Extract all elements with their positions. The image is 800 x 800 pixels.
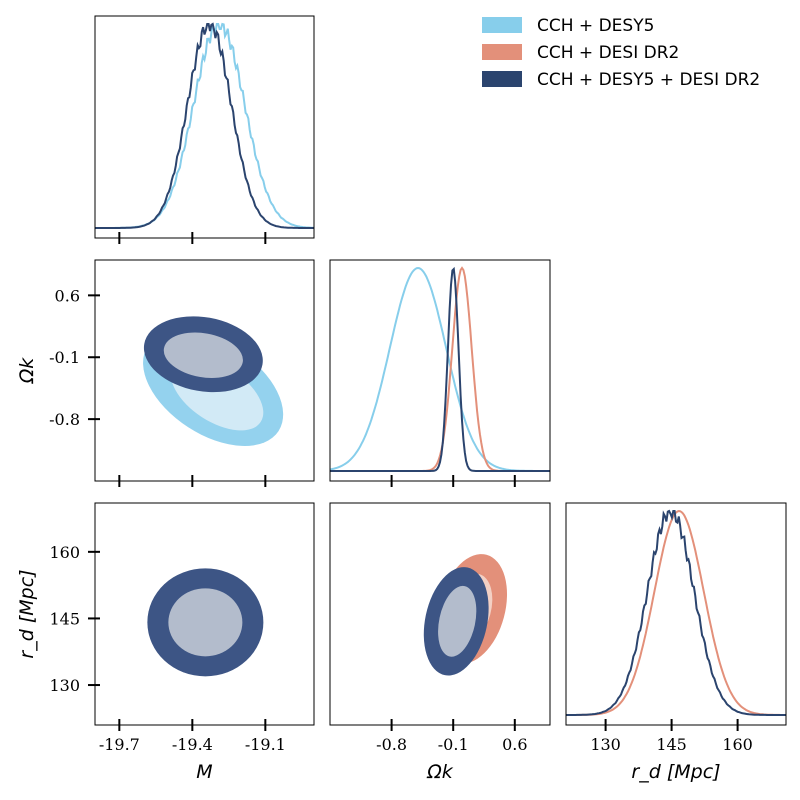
curve-combined-omegak bbox=[330, 266, 550, 472]
legend-label-1: CCH + DESI DR2 bbox=[537, 43, 679, 63]
xlabel-omegak: Ωk bbox=[426, 761, 454, 783]
axis-ticks bbox=[88, 232, 739, 731]
m-tick-label-1: -19.4 bbox=[172, 735, 213, 754]
curve-cch-desy5-m bbox=[95, 22, 315, 229]
omegak-xtick-label-0: -0.8 bbox=[376, 735, 407, 754]
rd-ytick-label-2: 160 bbox=[49, 543, 80, 562]
omegak-xtick-label-2: 0.6 bbox=[502, 735, 527, 754]
rd-ytick-label-1: 145 bbox=[49, 609, 80, 628]
panel-frame-r2-c0 bbox=[94, 502, 315, 726]
contour-inner-combined-omegak-rd bbox=[438, 585, 477, 657]
omegak-ytick-label-2: 0.6 bbox=[55, 286, 80, 305]
legend-swatch-1 bbox=[482, 44, 522, 60]
contour-inner-combined-m-rd bbox=[168, 588, 243, 657]
legend-label-2: CCH + DESY5 + DESI DR2 bbox=[537, 70, 760, 90]
panel-frame-r0-c0 bbox=[94, 15, 315, 239]
xlabel-m: M bbox=[196, 761, 212, 783]
panel-frame-r2-c2 bbox=[565, 502, 787, 726]
rd-xtick-label-0: 130 bbox=[590, 735, 621, 754]
panel-frame-r1-c0 bbox=[94, 259, 315, 482]
ylabel-rd: r_d [Mpc] bbox=[16, 569, 38, 658]
panel-frame-r2-c1 bbox=[329, 502, 551, 726]
rd-xtick-label-2: 160 bbox=[722, 735, 753, 754]
contour-inner-combined-m-omegak bbox=[163, 332, 243, 378]
legend-label-0: CCH + DESY5 bbox=[537, 16, 654, 36]
ylabel-omegak: Ωk bbox=[16, 357, 38, 385]
omegak-ytick-label-0: -0.8 bbox=[49, 410, 80, 429]
contour-fills bbox=[143, 316, 508, 677]
omegak-ytick-label-1: -0.1 bbox=[49, 348, 80, 367]
curve-combined-m bbox=[95, 22, 314, 229]
curve-combined-rd bbox=[566, 509, 786, 716]
curve-cch-desy5-omegak bbox=[329, 266, 550, 472]
m-tick-label-0: -19.7 bbox=[99, 735, 140, 754]
legend: CCH + DESY5 CCH + DESI DR2 CCH + DESY5 + D… bbox=[482, 16, 760, 90]
panel-frames bbox=[94, 15, 787, 726]
rd-ytick-label-0: 130 bbox=[49, 676, 80, 695]
m-tick-label-2: -19.1 bbox=[245, 735, 286, 754]
xlabel-rd: r_d [Mpc] bbox=[631, 761, 720, 783]
omegak-xtick-label-1: -0.1 bbox=[438, 735, 469, 754]
rd-xtick-label-1: 145 bbox=[656, 735, 687, 754]
curve-cch-desi-rd bbox=[566, 509, 786, 716]
legend-swatch-0 bbox=[482, 17, 522, 33]
marginal-curves bbox=[95, 22, 786, 716]
panel-frame-r1-c1 bbox=[329, 259, 551, 482]
legend-swatch-2 bbox=[482, 71, 522, 87]
axis-text: -19.7 -19.4 -19.1 -0.8 -0.1 0.6 130 145 160 -0.8 -… bbox=[16, 286, 753, 783]
